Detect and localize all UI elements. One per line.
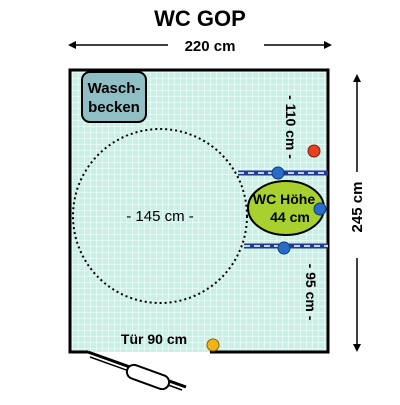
sink-label-line2: becken xyxy=(88,99,140,116)
turning-circle: - 145 cm - xyxy=(72,128,248,304)
sink: Wasch- becken xyxy=(81,71,147,123)
height-label: 245 cm xyxy=(349,182,366,233)
door-label: Tür 90 cm xyxy=(121,331,187,347)
marker-blue-dot-wc xyxy=(313,202,327,216)
bottom-distance-label: - 95 cm - xyxy=(303,264,319,321)
height-dimension: 245 cm xyxy=(349,74,366,352)
wc-toilet: WC Höhe 44 cm xyxy=(247,180,325,236)
door-handle-icon xyxy=(125,363,171,391)
top-distance-label: - 110 cm - xyxy=(283,95,299,159)
door xyxy=(87,350,187,391)
width-label: 220 cm xyxy=(185,38,236,55)
sink-label-line1: Wasch- xyxy=(88,80,141,97)
width-dimension: 220 cm xyxy=(68,38,332,55)
marker-red-dot xyxy=(307,144,321,158)
wc-label-line2: 44 cm xyxy=(270,209,310,225)
page-title: WC GOP xyxy=(154,6,246,31)
wc-label-line1: WC Höhe xyxy=(253,191,315,207)
marker-blue-dot-top xyxy=(271,166,285,180)
walls xyxy=(68,68,330,354)
marker-yellow-dot xyxy=(206,338,220,352)
marker-blue-dot-bottom xyxy=(277,241,291,255)
turning-circle-label: - 145 cm - xyxy=(126,208,194,225)
